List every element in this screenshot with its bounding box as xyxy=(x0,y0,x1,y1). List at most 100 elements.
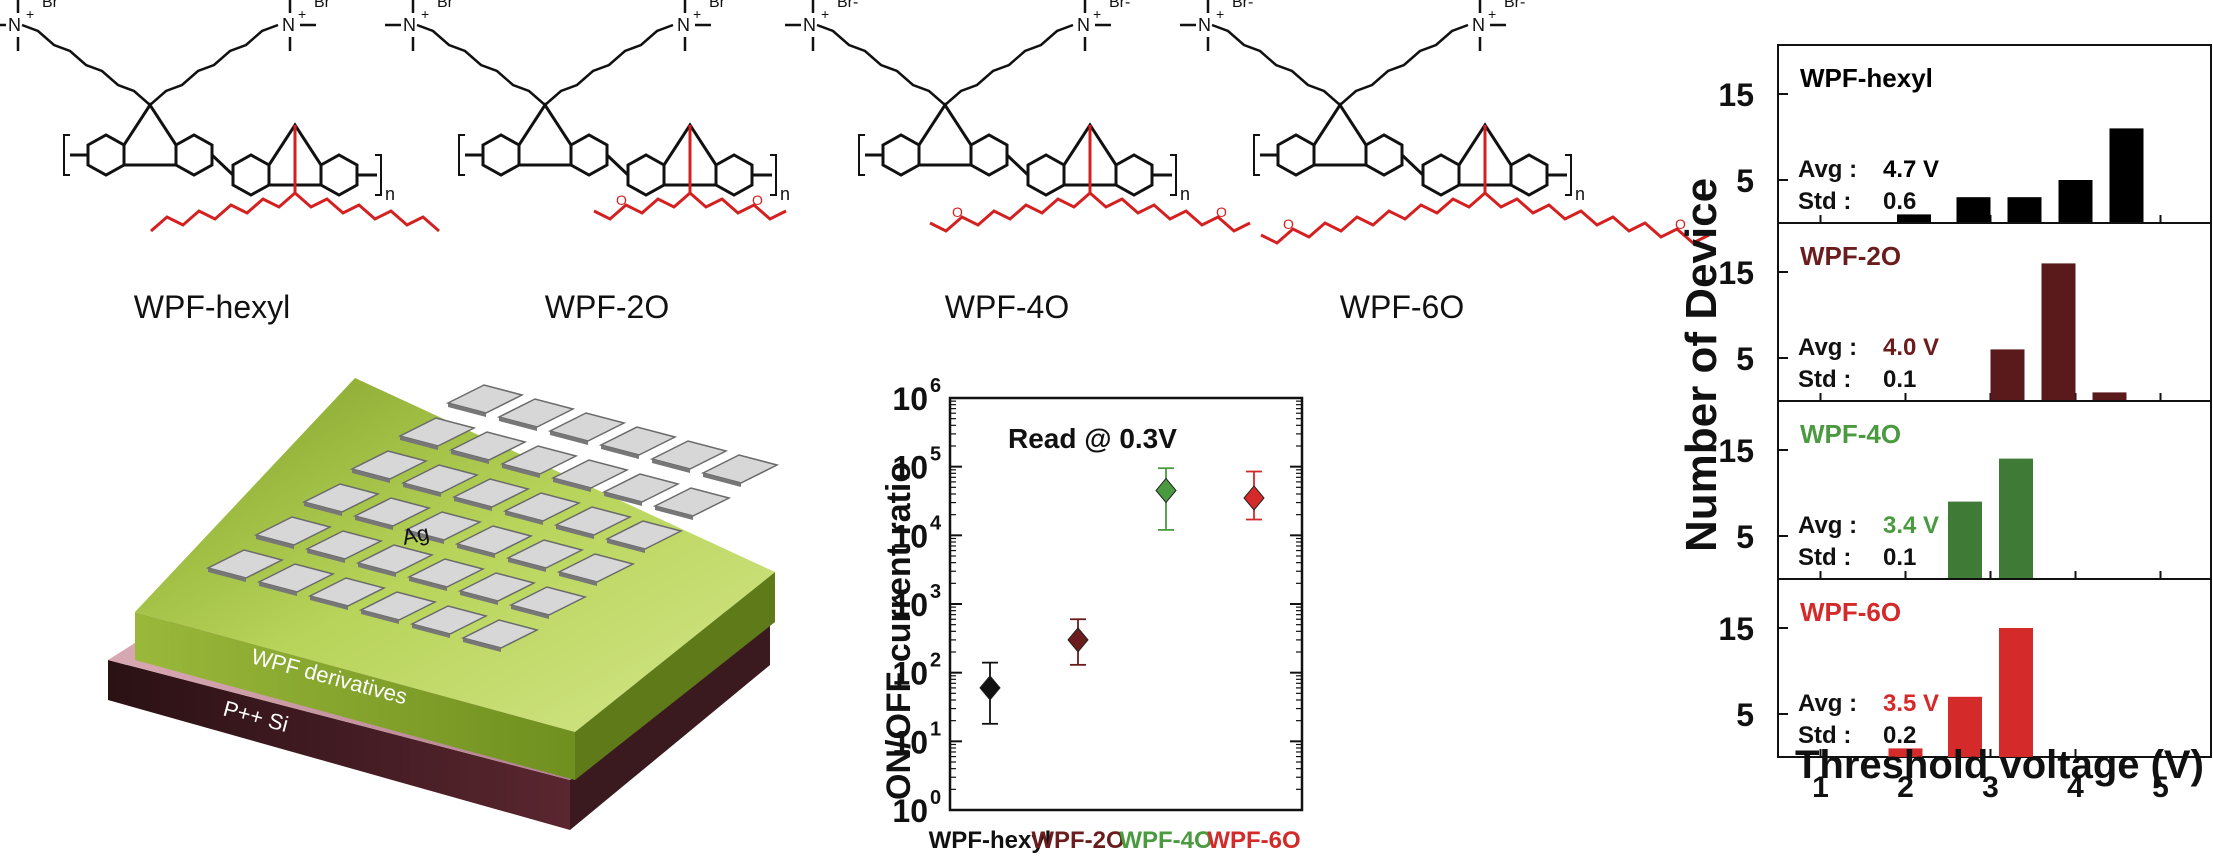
methyl-right xyxy=(1083,0,1111,51)
electrode-label: Ag xyxy=(400,520,432,550)
data-point-wpf-6o xyxy=(1243,485,1265,511)
structure-label: WPF-2O xyxy=(545,289,669,325)
hist-y-tick-label: 15 xyxy=(1718,611,1754,647)
substrate-front xyxy=(108,660,570,830)
bracket-right xyxy=(375,154,382,196)
alkyl-chain-left xyxy=(416,23,546,106)
hist-y-tick-label: 5 xyxy=(1736,519,1754,555)
ag-electrode-edge xyxy=(553,478,591,492)
avg-prefix: Avg : xyxy=(1798,156,1857,183)
avg-value: 3.4 V xyxy=(1883,512,1939,539)
ratio-y-tick-label: 10 xyxy=(892,656,928,692)
bracket-left xyxy=(63,134,70,176)
ag-electrode xyxy=(301,483,381,513)
counterion-right: Br⁻ xyxy=(709,0,733,11)
bracket-right xyxy=(770,154,777,196)
repeat-n: n xyxy=(780,184,790,204)
ag-electrode-edge xyxy=(412,624,450,638)
std-prefix: Std : xyxy=(1798,722,1851,749)
ag-electrode-edge xyxy=(409,577,447,591)
ammonium-left: N xyxy=(8,15,21,35)
fluorene-unit xyxy=(86,103,214,177)
ratio-y-tick-exponent: 3 xyxy=(930,581,941,603)
structure-1: nN+Br⁻N+Br⁻WPF-hexyl xyxy=(0,0,440,325)
ag-electrode-edge xyxy=(655,506,693,520)
ag-electrode-edge xyxy=(256,535,294,549)
histogram-bar xyxy=(1948,501,1982,579)
bracket-right xyxy=(1565,154,1572,196)
ag-electrode xyxy=(448,431,528,461)
fluorene-unit xyxy=(881,103,1009,177)
ag-electrode-edge xyxy=(352,469,390,483)
hist-y-tick-label: 15 xyxy=(1718,433,1754,469)
ag-electrode xyxy=(451,478,531,508)
side-chain-left xyxy=(929,191,1091,233)
ag-electrode xyxy=(598,426,678,456)
ag-electrode-edge xyxy=(703,473,741,487)
film-front xyxy=(135,612,575,780)
alkyl-chain-right xyxy=(1339,23,1469,106)
ag-electrode xyxy=(400,464,480,494)
ratio-y-tick-label: 10 xyxy=(892,381,928,417)
ag-electrode xyxy=(550,459,630,489)
avg-prefix: Avg : xyxy=(1798,334,1857,361)
panel-title: WPF-2O xyxy=(1800,241,1901,271)
counterion-left: Br- xyxy=(837,0,858,11)
ratio-y-tick-label: 10 xyxy=(892,793,928,829)
histogram-bar xyxy=(1999,628,2033,757)
data-point-wpf-2o xyxy=(1067,627,1089,653)
counterion-right: Br⁻ xyxy=(314,0,338,11)
oxygen-atom: O xyxy=(1675,216,1686,232)
film-side xyxy=(575,572,775,780)
fluorene-unit xyxy=(481,103,609,177)
ag-electrode-edge xyxy=(403,483,441,497)
bracket-left xyxy=(1253,134,1260,176)
alkyl-chain-left xyxy=(21,23,151,106)
ag-electrode-edge xyxy=(208,568,246,582)
charge: + xyxy=(821,6,829,22)
ag-electrode-edge xyxy=(355,516,393,530)
ag-electrode-edge xyxy=(508,558,546,572)
counterion-left: Br⁻ xyxy=(437,0,461,11)
methyl-left xyxy=(785,0,815,51)
methyl-right xyxy=(683,0,711,51)
avg-value: 4.0 V xyxy=(1883,334,1939,361)
ag-electrode xyxy=(499,445,579,475)
ammonium-right: N xyxy=(1077,15,1090,35)
histogram-bar xyxy=(1888,748,1923,757)
panel-title: WPF-6O xyxy=(1800,597,1901,627)
ag-electrode-edge xyxy=(556,525,594,539)
ammonium-right: N xyxy=(677,15,690,35)
bracket-left xyxy=(858,134,865,176)
histogram-panel-wpf-4o: 5 15 WPF-4O Avg : 3.4 V Std : 0.1 xyxy=(1718,400,2212,580)
ag-electrode-edge xyxy=(502,464,540,478)
ratio-y-tick-label: 10 xyxy=(892,587,928,623)
std-prefix: Std : xyxy=(1798,544,1851,571)
repeat-n: n xyxy=(385,184,395,204)
ratio-y-tick-exponent: 0 xyxy=(930,787,941,809)
ag-electrode-edge xyxy=(361,610,399,624)
histogram-panel-wpf-hexyl: 5 15 WPF-hexyl Avg : 4.7 V Std : 0.6 xyxy=(1718,44,2212,224)
histogram-bar xyxy=(2007,197,2042,223)
charge: + xyxy=(421,6,429,22)
charge: + xyxy=(298,6,306,22)
charge: + xyxy=(1093,6,1101,22)
ratio-x-tick-label: WPF-hexyl xyxy=(929,827,1052,854)
std-value: 0.1 xyxy=(1883,544,1916,571)
std-value: 0.2 xyxy=(1883,722,1916,749)
side-chain-right xyxy=(689,191,787,221)
biaryl-bond xyxy=(1400,153,1425,177)
hist-y-tick-label: 15 xyxy=(1718,255,1754,291)
methyl-left xyxy=(0,0,20,51)
ratio-y-tick-label: 10 xyxy=(892,518,928,554)
oxygen-atom: O xyxy=(1216,204,1227,220)
ag-electrode-edge xyxy=(460,591,498,605)
ratio-y-tick-exponent: 5 xyxy=(930,444,941,466)
charge: + xyxy=(26,6,34,22)
side-chain-right xyxy=(294,191,440,233)
ammonium-right: N xyxy=(1472,15,1485,35)
